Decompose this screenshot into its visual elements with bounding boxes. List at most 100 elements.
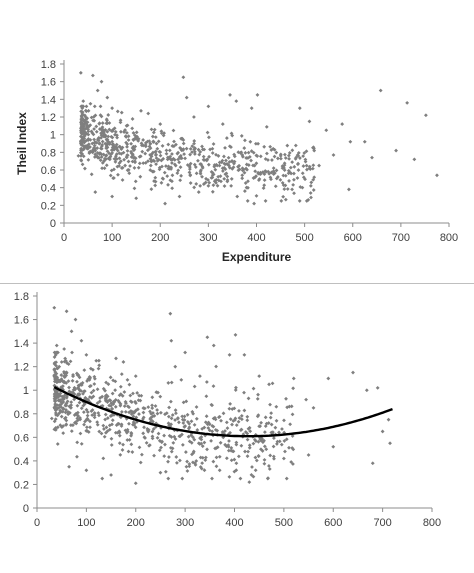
data-point — [54, 360, 58, 365]
data-point — [149, 187, 154, 192]
data-point — [99, 114, 104, 119]
data-point — [99, 152, 104, 157]
data-point — [405, 100, 410, 105]
data-point — [80, 138, 84, 142]
data-point — [128, 399, 133, 404]
data-point — [93, 152, 98, 157]
data-point — [251, 474, 256, 479]
data-point — [142, 425, 146, 430]
data-point — [89, 149, 93, 154]
data-point — [264, 447, 269, 452]
data-point — [72, 397, 77, 402]
data-point — [81, 154, 86, 159]
data-point — [77, 383, 82, 388]
chart-bottom-svg: 0 0.2 0.4 0.6 0.8 1 1.2 1.4 1.6 1.8 0 100 200 300 400 5… — [14, 291, 441, 529]
data-point — [210, 189, 215, 194]
data-point — [86, 145, 91, 150]
data-point — [123, 410, 128, 414]
data-point — [161, 156, 166, 161]
data-point — [104, 146, 109, 151]
data-point — [68, 359, 73, 364]
data-point — [200, 461, 205, 466]
data-point — [287, 151, 292, 155]
data-point — [243, 150, 248, 155]
data-point — [242, 390, 246, 395]
data-point — [245, 437, 250, 442]
data-point — [119, 110, 124, 115]
y-tick-label: 1 — [23, 385, 29, 397]
data-point — [101, 456, 106, 461]
data-point — [85, 413, 90, 418]
data-point — [198, 169, 203, 174]
data-point — [113, 430, 118, 435]
data-point — [197, 442, 202, 446]
data-point — [96, 137, 101, 141]
data-point — [80, 104, 84, 109]
data-point — [96, 411, 101, 415]
data-point — [187, 464, 192, 469]
data-point — [86, 430, 91, 434]
data-point — [175, 171, 180, 175]
data-point — [234, 385, 238, 390]
data-point — [118, 392, 123, 397]
data-point — [254, 458, 259, 463]
data-point — [291, 376, 296, 381]
data-point — [226, 448, 231, 453]
data-point — [223, 146, 227, 150]
data-point — [296, 162, 300, 167]
data-point — [201, 157, 206, 162]
data-point — [166, 414, 171, 419]
data-point — [103, 412, 108, 417]
data-point — [133, 401, 138, 406]
data-point — [170, 161, 174, 165]
data-point — [114, 356, 118, 361]
data-point — [217, 454, 222, 459]
data-point — [53, 393, 58, 398]
data-point — [182, 424, 187, 429]
data-point — [214, 364, 218, 369]
data-point — [269, 422, 274, 427]
data-point — [246, 179, 250, 184]
data-point — [217, 414, 222, 419]
data-point — [117, 161, 122, 165]
data-point — [52, 350, 57, 355]
data-point — [188, 152, 192, 157]
data-point — [203, 180, 208, 185]
data-point — [236, 150, 241, 155]
data-point — [238, 476, 243, 481]
data-point — [190, 150, 194, 155]
data-point — [92, 127, 96, 131]
data-point — [293, 143, 298, 148]
data-point — [311, 188, 316, 192]
data-point — [256, 141, 260, 146]
data-point — [230, 422, 234, 427]
data-point — [118, 129, 123, 134]
data-point — [70, 423, 75, 428]
data-point — [105, 95, 110, 100]
data-point — [191, 451, 196, 455]
trendline-curve — [53, 386, 393, 438]
data-point — [87, 395, 92, 399]
data-point — [139, 393, 144, 398]
data-point — [61, 387, 65, 392]
data-point — [229, 145, 233, 149]
y-tick-label: 0.2 — [14, 479, 29, 491]
data-point — [149, 159, 154, 164]
data-point — [131, 391, 135, 396]
y-tick-label: 0.6 — [41, 165, 56, 177]
data-point — [435, 173, 439, 178]
data-point — [195, 428, 200, 432]
data-point — [125, 377, 130, 382]
data-point — [153, 153, 158, 158]
data-point — [97, 399, 102, 404]
data-point — [109, 168, 114, 173]
data-point — [239, 413, 244, 418]
data-point — [380, 429, 385, 434]
data-point — [278, 153, 283, 158]
data-point — [84, 104, 89, 109]
data-point — [182, 414, 187, 419]
data-point — [189, 419, 194, 424]
data-point — [57, 403, 62, 408]
data-point — [118, 452, 123, 457]
data-point — [56, 395, 60, 400]
